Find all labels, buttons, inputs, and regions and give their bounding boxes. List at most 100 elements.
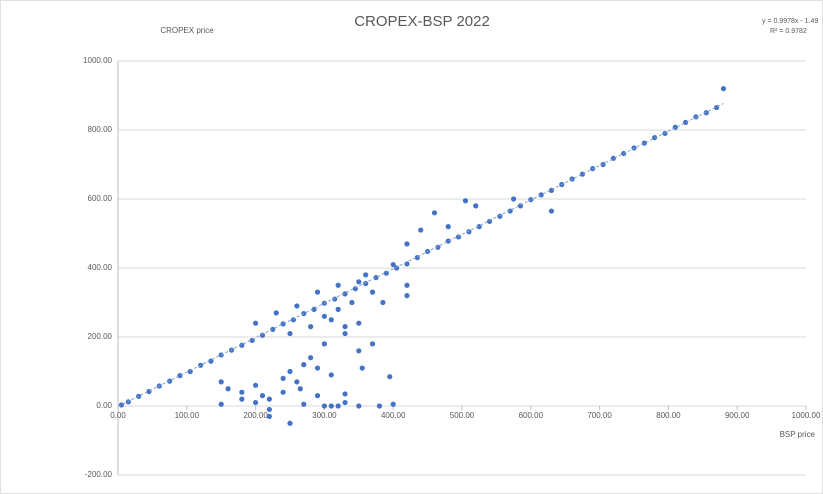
x-tick-label: 0.00 xyxy=(110,411,126,420)
point xyxy=(314,365,321,371)
point xyxy=(266,396,272,402)
point xyxy=(404,261,410,267)
trend-r2: R² = 0.9782 xyxy=(770,28,807,35)
point xyxy=(332,296,338,302)
point xyxy=(308,324,314,330)
point xyxy=(418,227,424,233)
point xyxy=(335,306,341,312)
point xyxy=(363,280,369,287)
point xyxy=(369,289,376,295)
point xyxy=(253,320,259,326)
y-tick-label: 800.00 xyxy=(88,125,113,134)
point xyxy=(510,196,517,202)
x-tick-label: 500.00 xyxy=(450,411,475,420)
point xyxy=(301,401,307,407)
point xyxy=(259,332,266,338)
point xyxy=(342,399,348,406)
point xyxy=(431,210,438,216)
point xyxy=(356,320,362,326)
point xyxy=(356,279,362,285)
point xyxy=(600,161,606,168)
point xyxy=(359,365,365,371)
point xyxy=(321,341,327,347)
point xyxy=(239,342,245,348)
point xyxy=(641,140,647,146)
point xyxy=(404,282,410,288)
point xyxy=(342,330,348,337)
point xyxy=(273,310,279,316)
point xyxy=(287,330,293,337)
point xyxy=(373,275,379,281)
point xyxy=(507,208,513,214)
point xyxy=(342,391,348,397)
point xyxy=(118,402,125,408)
point xyxy=(538,192,544,198)
point xyxy=(390,261,396,268)
point xyxy=(720,86,727,92)
x-axis-label: BSP price xyxy=(780,430,816,439)
point xyxy=(287,368,293,375)
point xyxy=(387,374,393,380)
x-tick-label: 200.00 xyxy=(243,411,268,420)
point xyxy=(335,403,341,409)
point xyxy=(349,299,355,306)
point xyxy=(136,393,142,399)
point xyxy=(356,403,362,409)
point xyxy=(435,244,441,250)
y-tick-label: 0.00 xyxy=(96,401,112,410)
point xyxy=(445,238,451,244)
point xyxy=(177,373,183,379)
point xyxy=(328,403,334,409)
y-tick-label: 1000.00 xyxy=(83,56,112,65)
point xyxy=(579,171,586,177)
point xyxy=(218,379,224,385)
point xyxy=(290,317,297,323)
point xyxy=(703,110,709,116)
point xyxy=(314,289,321,295)
y-tick-label: 200.00 xyxy=(88,332,113,341)
point xyxy=(308,355,314,361)
point xyxy=(314,393,321,399)
point xyxy=(662,130,668,137)
point xyxy=(239,396,245,402)
point xyxy=(280,321,286,327)
point xyxy=(363,272,369,278)
x-tick-label: 700.00 xyxy=(587,411,612,420)
point xyxy=(335,282,341,288)
y-tick-label: -200.00 xyxy=(85,470,113,479)
point xyxy=(376,403,383,409)
point xyxy=(294,303,300,309)
point xyxy=(287,420,293,426)
point xyxy=(253,382,259,388)
point xyxy=(294,379,300,385)
point xyxy=(321,403,327,409)
x-tick-label: 100.00 xyxy=(175,411,200,420)
point xyxy=(301,362,307,368)
point xyxy=(473,203,479,209)
x-tick-label: 900.00 xyxy=(725,411,750,420)
x-tick-label: 800.00 xyxy=(656,411,681,420)
point xyxy=(466,229,472,235)
trendline xyxy=(117,103,724,407)
y-tick-label: 600.00 xyxy=(88,194,113,203)
point xyxy=(253,399,259,406)
point xyxy=(548,208,555,214)
point xyxy=(266,413,272,419)
point xyxy=(462,198,469,204)
point xyxy=(218,401,224,407)
point xyxy=(369,341,376,347)
point xyxy=(380,299,386,306)
point xyxy=(321,313,327,319)
point xyxy=(342,324,348,330)
point xyxy=(390,401,396,407)
point xyxy=(280,389,286,395)
y-axis-label: CROPEX price xyxy=(160,26,214,35)
point xyxy=(280,375,286,381)
x-tick-label: 400.00 xyxy=(381,411,406,420)
point xyxy=(225,386,231,392)
point xyxy=(328,372,334,378)
point xyxy=(683,119,689,126)
trend-equation: y = 0.9978x - 1.49 xyxy=(762,18,818,25)
